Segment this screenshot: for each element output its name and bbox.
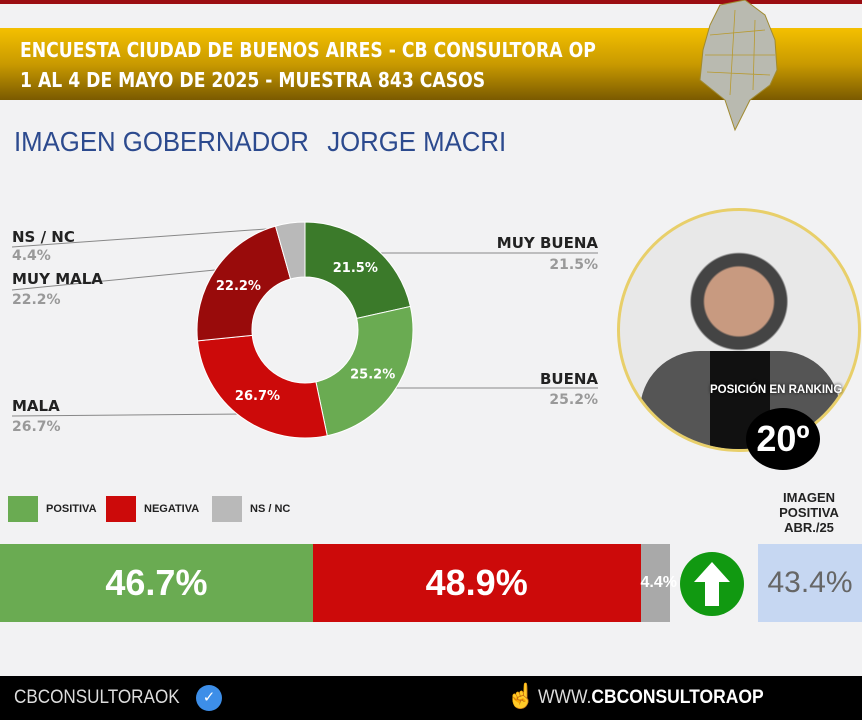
- top-border: [0, 0, 862, 4]
- verified-badge-icon: ✓: [196, 685, 222, 711]
- url-prefix: WWW.: [538, 687, 592, 708]
- label-muy-mala: MUY MALA: [12, 270, 103, 288]
- leader-line: [11, 227, 281, 248]
- donut-data-label: 25.2%: [350, 368, 395, 383]
- leader-line: [11, 413, 246, 417]
- legend-negativa: NEGATIVA: [106, 496, 199, 522]
- donut-chart: 21.5% 25.2% 26.7% 22.2%: [11, 221, 598, 439]
- legend-swatch: [106, 496, 136, 522]
- label-buena: BUENA: [539, 370, 598, 388]
- label-mala: MALA: [12, 397, 60, 415]
- ranking-value: 20º: [746, 408, 820, 470]
- donut-slice-buena: [315, 305, 414, 437]
- donut-slice-muy-buena: [304, 221, 411, 320]
- legend-positiva: POSITIVA: [8, 496, 97, 522]
- candidate-photo: [617, 208, 861, 452]
- summary-bar-1: 48.9%: [312, 544, 641, 622]
- value-muy-buena: 21.5%: [549, 257, 598, 273]
- footer: CBCONSULTORAOK ✓ ☝ WWW.CBCONSULTORAOP: [0, 676, 862, 720]
- pointer-hand-icon: ☝: [506, 683, 536, 710]
- title-part1: IMAGEN GOBERNADOR: [14, 126, 309, 157]
- donut-slice-mala: [196, 334, 328, 439]
- header-line-2: 1 AL 4 DE MAYO DE 2025 - MUESTRA 843 CAS…: [20, 68, 486, 92]
- url-domain: CBCONSULTORAOP: [591, 687, 764, 708]
- value-muy-mala: 22.2%: [12, 292, 61, 308]
- donut-slice-ns-nc: [274, 221, 306, 280]
- previous-value: 43.4%: [758, 544, 862, 622]
- legend-label: POSITIVA: [46, 503, 97, 515]
- page-title: IMAGEN GOBERNADOR JORGE MACRI: [14, 126, 506, 158]
- ranking-label: POSICIÓN EN RANKING: [710, 384, 843, 396]
- donut-data-label: 26.7%: [235, 389, 280, 404]
- legend-swatch: [8, 496, 38, 522]
- legend-nsnc: NS / NC: [212, 496, 290, 522]
- title-candidate: JORGE MACRI: [327, 126, 507, 157]
- donut-data-label: 21.5%: [333, 261, 378, 276]
- donut-data-label: 22.2%: [216, 279, 261, 294]
- label-muy-buena: MUY BUENA: [496, 234, 598, 252]
- leader-line: [11, 269, 216, 291]
- donut-slice-muy-mala: [196, 225, 292, 342]
- summary-bar-2: 4.4%: [640, 544, 677, 622]
- value-nsnc: 4.4%: [12, 248, 51, 264]
- legend-label: NEGATIVA: [144, 503, 200, 515]
- legend-label: NS / NC: [250, 503, 291, 515]
- social-handle[interactable]: CBCONSULTORAOK: [14, 687, 180, 708]
- value-mala: 26.7%: [12, 419, 61, 435]
- summary-bar-0: 46.7%: [0, 544, 313, 622]
- header-line-1: ENCUESTA CIUDAD DE BUENOS AIRES - CB CON…: [20, 38, 596, 62]
- buenos-aires-map-icon: [699, 0, 778, 132]
- up-arrow-icon: [680, 552, 744, 616]
- label-nsnc: NS / NC: [12, 228, 75, 246]
- value-buena: 25.2%: [549, 392, 598, 408]
- previous-label: IMAGEN POSITIVA ABR./25: [779, 490, 839, 535]
- website-link[interactable]: WWW.CBCONSULTORAOP: [538, 687, 764, 709]
- legend-swatch: [212, 496, 242, 522]
